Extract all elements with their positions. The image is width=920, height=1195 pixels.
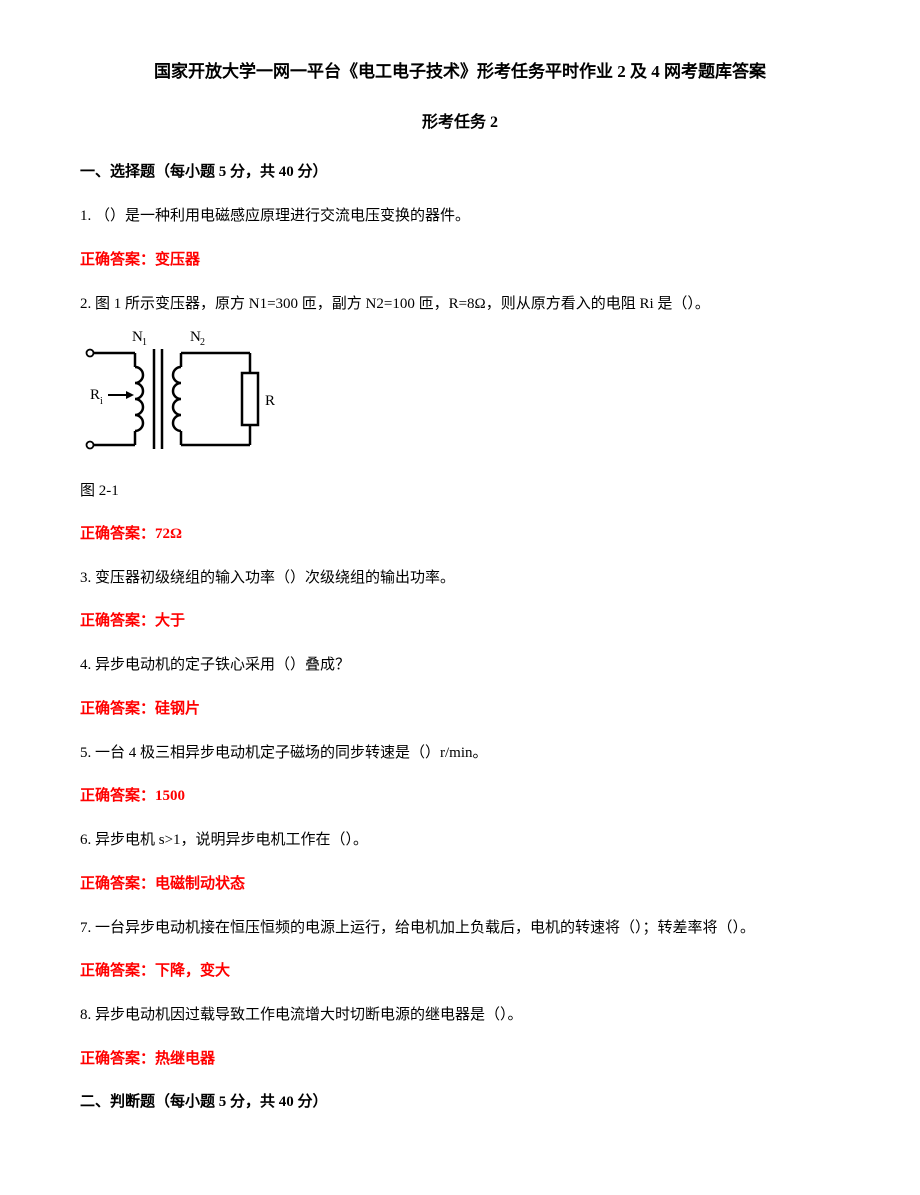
figure-caption: 图 2-1: [80, 481, 840, 502]
question-content: 异步电动机因过载导致工作电流增大时切断电源的继电器是（）。: [95, 1007, 523, 1023]
secondary-coil: [173, 367, 181, 431]
n2-sub: 2: [200, 337, 205, 348]
answer-text: 正确答案：电磁制动状态: [80, 874, 840, 895]
document-subtitle: 形考任务 2: [80, 112, 840, 134]
answer-label: 正确答案：: [80, 963, 155, 979]
question-text: 4. 异步电动机的定子铁心采用（）叠成？: [80, 654, 840, 677]
answer-label: 正确答案：: [80, 876, 155, 892]
question-number: 2.: [80, 296, 91, 312]
question-number: 6.: [80, 832, 91, 848]
answer-label: 正确答案：: [80, 252, 155, 268]
ri-sub: i: [100, 396, 103, 407]
document-title: 国家开放大学一网一平台《电工电子技术》形考任务平时作业 2 及 4 网考题库答案: [80, 60, 840, 84]
answer-text: 正确答案：大于: [80, 611, 840, 632]
question-text: 7. 一台异步电动机接在恒压恒频的电源上运行，给电机加上负载后，电机的转速将（）…: [80, 917, 840, 940]
question-content: 一台 4 极三相异步电动机定子磁场的同步转速是（）r/min。: [95, 745, 488, 761]
question-text: 5. 一台 4 极三相异步电动机定子磁场的同步转速是（）r/min。: [80, 742, 840, 765]
answer-text: 正确答案：下降，变大: [80, 961, 840, 982]
question-content: 图 1 所示变压器，原方 N1=300 匝，副方 N2=100 匝，R=8Ω，则…: [95, 296, 710, 312]
bottom-terminal: [87, 442, 94, 449]
section-1-header: 一、选择题（每小题 5 分，共 40 分）: [80, 162, 840, 183]
answer-text: 正确答案：变压器: [80, 250, 840, 271]
answer-value: 热继电器: [155, 1051, 215, 1067]
question-content: （）是一种利用电磁感应原理进行交流电压变换的器件。: [95, 208, 470, 224]
answer-text: 正确答案：热继电器: [80, 1049, 840, 1070]
answer-text: 正确答案：1500: [80, 786, 840, 807]
answer-label: 正确答案：: [80, 613, 155, 629]
top-terminal: [87, 350, 94, 357]
ri-label: R: [90, 387, 100, 403]
r-label: R: [265, 393, 275, 409]
answer-value: 下降，变大: [155, 963, 230, 979]
question-number: 7.: [80, 920, 91, 936]
answer-label: 正确答案：: [80, 1051, 155, 1067]
answer-value: 1500: [155, 788, 185, 804]
answer-value: 硅钢片: [155, 701, 200, 717]
ri-arrow-head: [126, 391, 134, 399]
answer-text: 正确答案：硅钢片: [80, 699, 840, 720]
resistor-box: [242, 373, 258, 425]
answer-value: 变压器: [155, 252, 200, 268]
question-number: 5.: [80, 745, 91, 761]
question-content: 异步电动机的定子铁心采用（）叠成？: [95, 657, 350, 673]
answer-text: 正确答案：72Ω: [80, 524, 840, 545]
answer-value: 电磁制动状态: [155, 876, 245, 892]
question-text: 3. 变压器初级绕组的输入功率（）次级绕组的输出功率。: [80, 567, 840, 590]
question-content: 异步电机 s>1，说明异步电机工作在（）。: [95, 832, 368, 848]
section-2-header: 二、判断题（每小题 5 分，共 40 分）: [80, 1092, 840, 1113]
question-number: 8.: [80, 1007, 91, 1023]
question-content: 一台异步电动机接在恒压恒频的电源上运行，给电机加上负载后，电机的转速将（）；转差…: [95, 920, 755, 936]
question-content: 变压器初级绕组的输入功率（）次级绕组的输出功率。: [95, 570, 455, 586]
answer-label: 正确答案：: [80, 788, 155, 804]
answer-value: 72Ω: [155, 526, 182, 542]
answer-label: 正确答案：: [80, 701, 155, 717]
question-text: 2. 图 1 所示变压器，原方 N1=300 匝，副方 N2=100 匝，R=8…: [80, 293, 840, 316]
question-text: 8. 异步电动机因过载导致工作电流增大时切断电源的继电器是（）。: [80, 1004, 840, 1027]
answer-label: 正确答案：: [80, 526, 155, 542]
question-number: 3.: [80, 570, 91, 586]
circuit-svg: N 1 N 2 R i R: [80, 323, 300, 463]
question-text: 6. 异步电机 s>1，说明异步电机工作在（）。: [80, 829, 840, 852]
transformer-circuit-diagram: N 1 N 2 R i R: [80, 323, 840, 470]
n1-sub: 1: [142, 337, 147, 348]
question-number: 4.: [80, 657, 91, 673]
answer-value: 大于: [155, 613, 185, 629]
primary-coil: [135, 367, 143, 431]
question-number: 1.: [80, 208, 91, 224]
question-text: 1. （）是一种利用电磁感应原理进行交流电压变换的器件。: [80, 205, 840, 228]
